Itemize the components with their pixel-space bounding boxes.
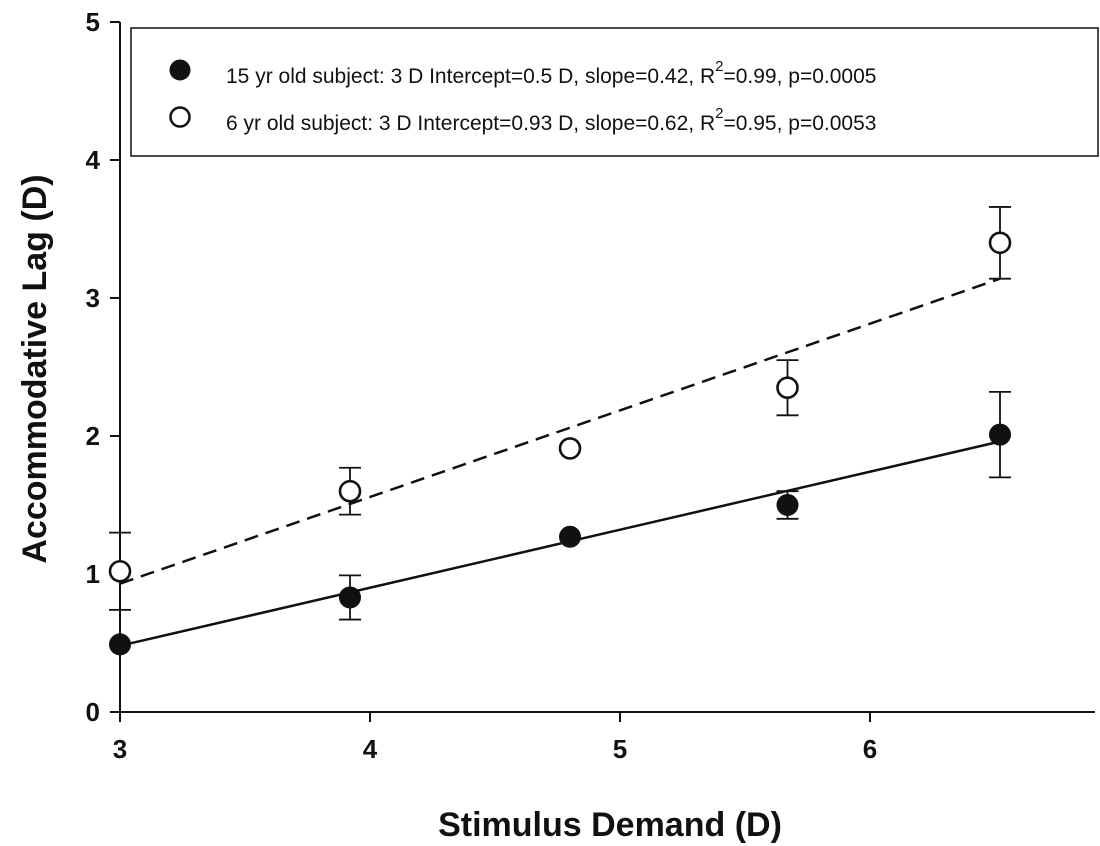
y-tick-label: 4 (86, 145, 101, 175)
legend-label-series-2: 6 yr old subject: 3 D Intercept=0.93 D, … (226, 105, 876, 135)
y-tick-label: 0 (86, 697, 100, 727)
x-tick-label: 5 (613, 734, 627, 764)
data-point-series-1 (776, 494, 799, 516)
data-point-series-2 (776, 376, 799, 400)
y-tick-label: 2 (86, 421, 100, 451)
legend: 15 yr old subject: 3 D Intercept=0.5 D, … (130, 27, 1099, 157)
y-axis-title: Accommodative Lag (D) (16, 174, 54, 563)
data-points (108, 231, 1012, 656)
data-point-series-2 (558, 437, 582, 460)
data-point-series-1 (989, 423, 1011, 446)
x-tick-label: 4 (363, 734, 378, 764)
y-tick-label: 1 (86, 559, 100, 589)
data-point-series-2 (988, 231, 1012, 255)
legend-box (130, 27, 1099, 157)
error-bars (109, 206, 1011, 621)
legend-label-series-1: 15 yr old subject: 3 D Intercept=0.5 D, … (226, 58, 876, 88)
x-tick-label: 6 (863, 734, 877, 764)
fit-lines (119, 277, 1001, 647)
fit-line-series-1 (119, 440, 1001, 647)
legend-marker-filled (169, 59, 191, 81)
data-point-series-2 (108, 559, 132, 583)
data-point-series-1 (339, 586, 361, 609)
y-tick-label: 5 (86, 7, 100, 37)
data-point-series-1 (559, 525, 581, 548)
fit-line-series-2 (119, 277, 1001, 585)
data-point-series-1 (109, 633, 131, 656)
data-point-series-2 (338, 479, 362, 503)
x-axis-title: Stimulus Demand (D) (438, 806, 782, 844)
legend-marker-open (169, 106, 191, 128)
y-tick-label: 3 (86, 283, 100, 313)
x-tick-label: 3 (113, 734, 127, 764)
